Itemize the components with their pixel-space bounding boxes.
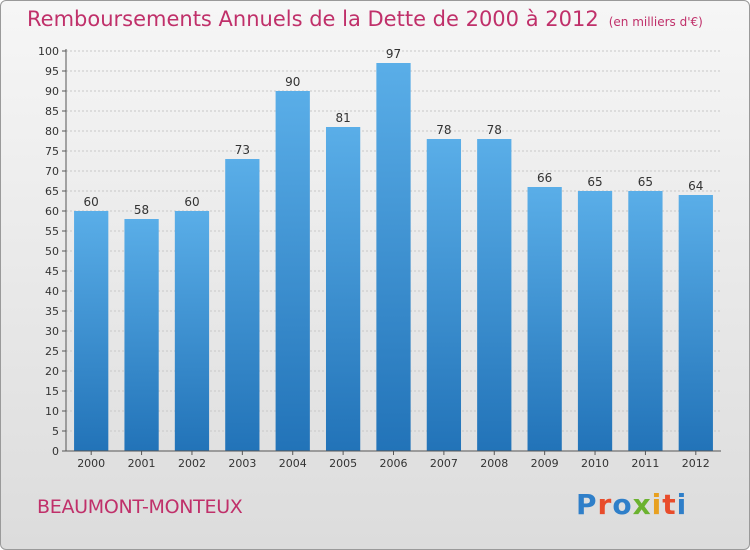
- y-tick-label: 100: [38, 45, 59, 58]
- x-tick-label-2003: 2003: [228, 457, 256, 470]
- x-tick-label-2006: 2006: [380, 457, 408, 470]
- y-tick-label: 50: [45, 245, 59, 258]
- x-axis-ticks: 2000 2001 2002 2003 2004 2005 2006 2007 2008 2009…: [77, 451, 710, 470]
- y-tick-label: 95: [45, 65, 59, 78]
- value-label-2005: 81: [335, 111, 350, 125]
- value-label-2008: 78: [487, 123, 502, 137]
- logo-letter: t: [662, 488, 677, 521]
- value-label-2007: 78: [436, 123, 451, 137]
- bar-2002: [174, 211, 210, 451]
- x-tick-label-2008: 2008: [480, 457, 508, 470]
- value-labels: 60 58 60 73 90 81 97 78 78 66 65 65 64: [84, 47, 704, 217]
- x-tick-label-2002: 2002: [178, 457, 206, 470]
- bar-2006: [376, 63, 411, 451]
- logo-letter: i: [651, 488, 663, 521]
- bars: [74, 63, 713, 451]
- y-tick-label: 10: [45, 405, 59, 418]
- value-label-2004: 90: [285, 75, 300, 89]
- y-tick-label: 25: [45, 345, 59, 358]
- x-tick-label-2009: 2009: [531, 457, 559, 470]
- bar-2012: [678, 195, 713, 451]
- x-tick-label-2011: 2011: [631, 457, 659, 470]
- y-tick-label: 15: [45, 385, 59, 398]
- logo-letter: P: [576, 488, 598, 521]
- value-label-2006: 97: [386, 47, 401, 61]
- x-tick-label-2004: 2004: [279, 457, 307, 470]
- chart-unit: (en milliers d'€): [608, 15, 703, 29]
- x-tick-label-2010: 2010: [581, 457, 609, 470]
- y-tick-label: 65: [45, 185, 59, 198]
- value-label-2011: 65: [638, 175, 653, 189]
- bar-2007: [426, 139, 462, 451]
- bar-2008: [477, 139, 512, 451]
- logo-letter: r: [597, 488, 613, 521]
- value-label-2010: 65: [587, 175, 602, 189]
- chart-title-text: Remboursements Annuels de la Dette de 20…: [27, 7, 599, 31]
- bar-2000: [74, 211, 109, 451]
- city-name: BEAUMONT-MONTEUX: [37, 496, 243, 518]
- proxiti-logo: Proxiti: [576, 488, 687, 521]
- axes: [65, 49, 721, 452]
- y-tick-label: 85: [45, 105, 59, 118]
- bar-2001: [124, 219, 159, 451]
- logo-letter: x: [632, 488, 652, 521]
- chart-title: Remboursements Annuels de la Dette de 20…: [27, 7, 703, 31]
- y-tick-label: 75: [45, 145, 59, 158]
- value-label-2001: 58: [134, 203, 149, 217]
- y-tick-label: 55: [45, 225, 59, 238]
- x-tick-label-2000: 2000: [77, 457, 105, 470]
- y-tick-label: 30: [45, 325, 59, 338]
- y-tick-label: 5: [52, 425, 59, 438]
- y-tick-label: 80: [45, 125, 59, 138]
- y-tick-label: 70: [45, 165, 59, 178]
- y-tick-label: 90: [45, 85, 59, 98]
- value-label-2003: 73: [235, 143, 250, 157]
- bar-2005: [325, 127, 361, 451]
- logo-letter: i: [676, 488, 688, 521]
- value-label-2002: 60: [184, 195, 199, 209]
- value-label-2012: 64: [688, 179, 703, 193]
- value-label-2009: 66: [537, 171, 552, 185]
- y-tick-label: 20: [45, 365, 59, 378]
- bar-2009: [527, 187, 562, 451]
- x-tick-label-2001: 2001: [128, 457, 156, 470]
- y-tick-label: 35: [45, 305, 59, 318]
- x-tick-label-2012: 2012: [682, 457, 710, 470]
- bar-2003: [225, 159, 260, 451]
- bar-2011: [628, 191, 663, 451]
- y-tick-label: 40: [45, 285, 59, 298]
- value-label-2000: 60: [84, 195, 99, 209]
- y-tick-label: 0: [52, 445, 59, 458]
- bar-2004: [275, 91, 310, 451]
- y-tick-label: 45: [45, 265, 59, 278]
- y-tick-label: 60: [45, 205, 59, 218]
- x-tick-label-2007: 2007: [430, 457, 458, 470]
- bar-2010: [577, 191, 613, 451]
- logo-letter: o: [612, 488, 633, 521]
- x-tick-label-2005: 2005: [329, 457, 357, 470]
- y-axis-ticks: 0 5 10 15 20 25 30 35 40 45 50 55 60 65 70 75 80 85 90 95 10…: [38, 45, 66, 458]
